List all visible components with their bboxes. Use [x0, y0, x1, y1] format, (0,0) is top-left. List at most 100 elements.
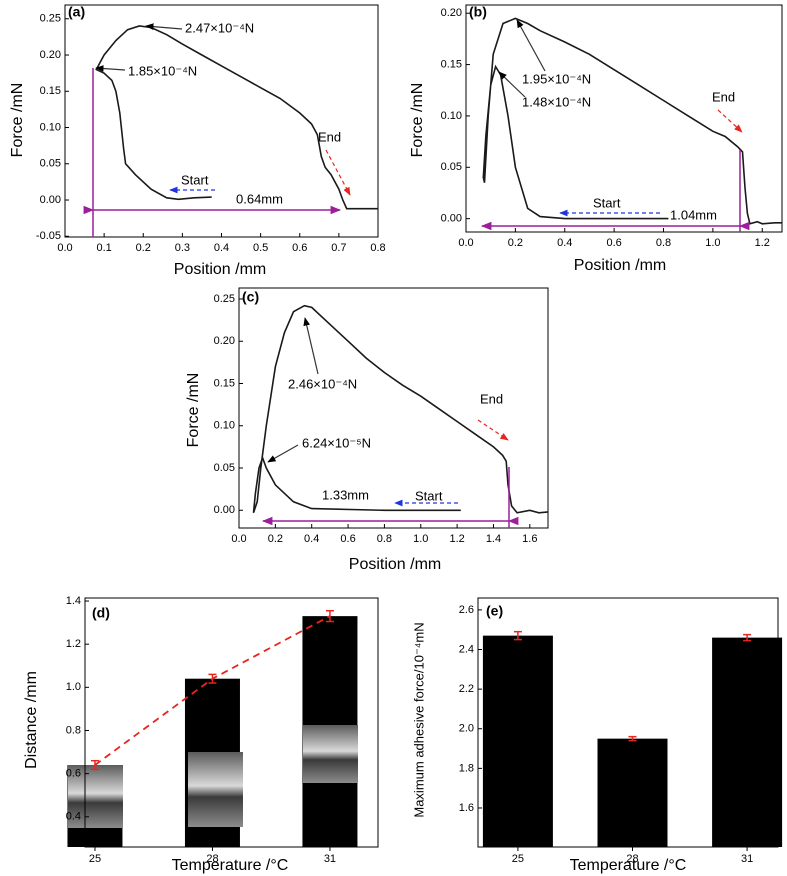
x-tick-label: 0.2: [136, 242, 151, 254]
y-tick-label: 1.0: [66, 681, 81, 693]
annotation: 1.85×10⁻⁴N: [128, 63, 197, 78]
panel-label: (d): [92, 605, 110, 621]
y-tick-label: 0.20: [40, 49, 61, 61]
x-tick-label: 1.0: [705, 237, 720, 249]
x-tick-label: 28: [206, 853, 218, 865]
panel-label: (b): [469, 4, 487, 20]
annotation: 1.04mm: [670, 207, 717, 222]
x-tick-label: 0.4: [214, 242, 229, 254]
x-tick-label: 0.6: [340, 533, 355, 545]
x-tick-label: 0.0: [458, 237, 473, 249]
force-curve: [252, 304, 549, 514]
x-tick-label: 25: [512, 853, 524, 865]
annotation: 6.24×10⁻⁵N: [302, 435, 371, 450]
annotation-arrow: [303, 317, 319, 375]
y-tick-label: 0.8: [66, 724, 81, 736]
x-tick-label: 0.0: [57, 242, 72, 254]
y-tick-label: 1.2: [66, 638, 81, 650]
x-tick-label: 0.4: [557, 237, 572, 249]
y-tick-label: -0.05: [36, 230, 61, 242]
annotation: 1.95×10⁻⁴N: [522, 71, 591, 86]
y-axis-label: Maximum adhesive force/10⁻⁴mN: [411, 622, 426, 817]
annotation-arrow: [477, 419, 509, 441]
y-axis-label: Force /mN: [9, 83, 26, 158]
annotation: Start: [593, 195, 621, 210]
annotation: Start: [415, 488, 443, 503]
y-tick-label: 0.20: [214, 335, 235, 347]
x-tick-label: 0.7: [331, 242, 346, 254]
panel-label: (c): [242, 289, 259, 305]
annotation: 0.64mm: [236, 191, 283, 206]
bar: [712, 637, 783, 847]
x-tick-label: 0.1: [96, 242, 111, 254]
y-tick-label: 0.00: [214, 504, 235, 516]
error-bar: [325, 609, 334, 623]
plot-frame: [64, 4, 379, 238]
y-tick-label: 0.20: [441, 7, 462, 19]
x-tick-label: 0.8: [656, 237, 671, 249]
y-tick-label: 0.15: [214, 377, 235, 389]
y-tick-label: 0.6: [66, 768, 81, 780]
annotation-arrow: [325, 149, 351, 196]
x-tick-label: 0.6: [606, 237, 621, 249]
y-tick-label: 0.00: [441, 213, 462, 225]
y-tick-label: 1.6: [459, 802, 474, 814]
error-bar: [90, 759, 99, 771]
x-tick-label: 0.5: [253, 242, 268, 254]
annotation: 1.48×10⁻⁴N: [522, 94, 591, 109]
x-tick-label: 1.2: [449, 533, 464, 545]
y-tick-label: 0.05: [214, 462, 235, 474]
x-tick-label: 0.8: [377, 533, 392, 545]
x-axis-label: Temperature /°C: [570, 857, 687, 874]
y-tick-label: 1.8: [459, 762, 474, 774]
error-bar: [628, 735, 637, 742]
annotation: End: [480, 391, 503, 406]
x-tick-label: 31: [741, 853, 753, 865]
plot-frame: [477, 597, 779, 848]
plot-frame: [465, 4, 783, 233]
y-tick-label: 0.15: [40, 85, 61, 97]
x-tick-label: 0.2: [268, 533, 283, 545]
bar: [482, 635, 553, 847]
x-tick-label: 0.4: [304, 533, 319, 545]
y-tick-label: 0.00: [40, 194, 61, 206]
y-tick-label: 0.10: [40, 121, 61, 133]
annotation: End: [318, 129, 341, 144]
x-tick-label: 0.8: [370, 242, 385, 254]
x-axis-label: Temperature /°C: [172, 857, 289, 874]
droplet-photos: [68, 725, 358, 828]
annotation: 2.46×10⁻⁴N: [288, 376, 357, 391]
annotation-arrow: [717, 109, 743, 133]
annotation: 1.33mm: [322, 487, 369, 502]
annotation: 2.47×10⁻⁴N: [185, 20, 254, 35]
y-tick-label: 0.25: [214, 293, 235, 305]
y-axis-label: Force /mN: [185, 373, 202, 448]
x-tick-label: 0.3: [175, 242, 190, 254]
error-bar: [513, 630, 522, 641]
x-tick-label: 1.4: [486, 533, 501, 545]
x-tick-label: 0.2: [508, 237, 523, 249]
trend-line: [94, 615, 331, 766]
annotation-arrow: [516, 19, 546, 72]
x-tick-label: 0.0: [231, 533, 246, 545]
annotation-arrow: [267, 444, 299, 463]
error-bar: [743, 633, 752, 642]
y-tick-label: 1.4: [66, 595, 81, 607]
x-axis-label: Position /mm: [574, 257, 666, 274]
x-axis-label: Position /mm: [174, 261, 266, 278]
annotation-arrow: [145, 23, 183, 30]
x-tick-label: 28: [626, 853, 638, 865]
x-tick-label: 1.2: [755, 237, 770, 249]
annotation-arrow: [95, 65, 126, 72]
y-tick-label: 2.2: [459, 683, 474, 695]
plot-frame: [238, 287, 549, 529]
x-tick-label: 1.0: [413, 533, 428, 545]
y-tick-label: 0.4: [66, 811, 81, 823]
plot-frame: [84, 597, 379, 848]
annotation-arrow: [498, 71, 526, 98]
x-axis-label: Position /mm: [349, 556, 441, 573]
panel-label: (e): [486, 603, 503, 619]
y-axis-label: Distance /mm: [23, 671, 40, 769]
y-tick-label: 2.0: [459, 723, 474, 735]
